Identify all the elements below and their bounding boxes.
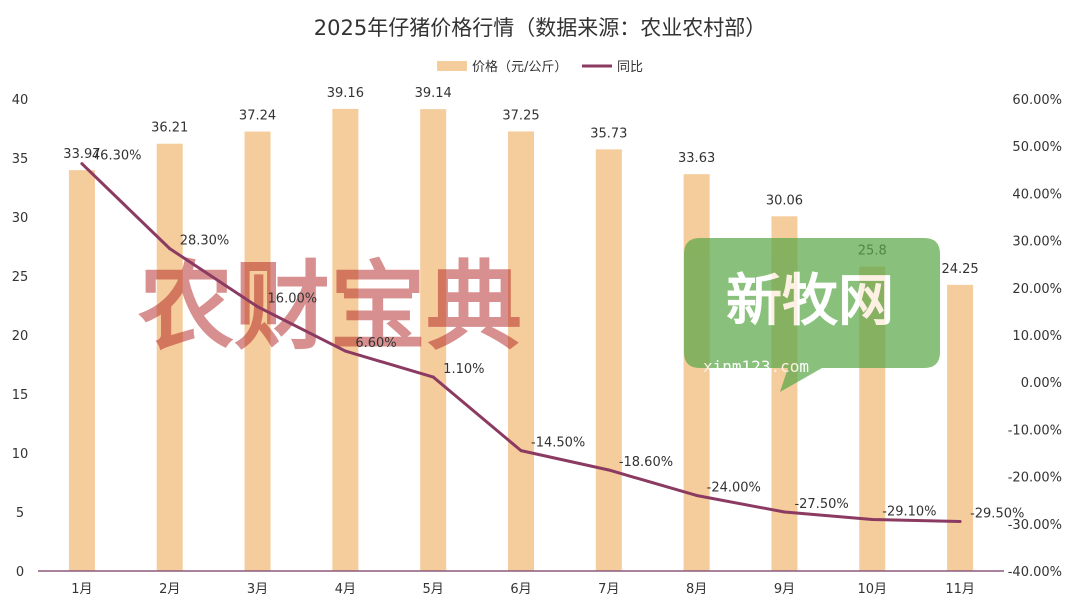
yoy-point (80, 162, 84, 166)
right-axis-tick-label: 10.00% (1012, 329, 1062, 344)
yoy-line-series (80, 162, 962, 523)
yoy-point (782, 510, 786, 514)
line-labels: 46.30% 28.30% 16.00% 6.60% 1.10% -14.50% -18.6… (92, 149, 1024, 522)
left-axis-tick-label: 5 (16, 506, 24, 521)
line-data-label: -29.50% (970, 506, 1024, 521)
watermark-right-text: 新牧网 (726, 269, 894, 334)
left-axis-tick-label: 40 (12, 93, 29, 108)
line-data-label: -27.50% (794, 497, 848, 512)
right-axis-tick-label: -10.00% (1008, 423, 1062, 438)
x-axis-tick-label: 7月 (598, 582, 619, 597)
yoy-point (607, 468, 611, 472)
left-axis-tick-label: 15 (12, 388, 29, 403)
line-data-label: 1.10% (443, 362, 484, 377)
line-data-label: 46.30% (92, 149, 142, 164)
x-axis-tick-label: 9月 (774, 582, 795, 597)
bar (947, 284, 974, 571)
bar-data-label: 37.25 (502, 108, 539, 123)
yoy-point (168, 247, 172, 251)
yoy-point (519, 449, 523, 453)
right-axis-tick-label: 0.00% (1021, 376, 1062, 391)
yoy-point (343, 349, 347, 353)
x-axis-tick-label: 11月 (945, 582, 975, 597)
bar-data-label: 35.73 (590, 126, 627, 141)
legend-price-label: 价格（元/公斤） (472, 59, 567, 75)
legend-yoy-label: 同比 (617, 60, 643, 75)
line-data-label: 16.00% (268, 292, 318, 307)
right-axis: -40.00% -30.00% -20.00% -10.00% 0.00% 10.00% 2… (1008, 93, 1062, 580)
x-axis-tick-label: 4月 (335, 582, 356, 597)
bar (156, 143, 183, 572)
x-axis-tick-label: 1月 (71, 582, 92, 597)
bar-data-label: 36.21 (151, 121, 188, 136)
bar (244, 131, 271, 571)
bar-data-label: 39.16 (327, 86, 364, 101)
left-axis-tick-label: 30 (12, 211, 29, 226)
bar (508, 131, 534, 571)
x-axis-tick-label: 5月 (423, 582, 444, 597)
bar (595, 149, 622, 572)
right-axis-tick-label: 20.00% (1012, 282, 1062, 297)
right-axis-tick-label: -20.00% (1008, 471, 1062, 486)
left-axis-tick-label: 0 (16, 565, 24, 580)
bar-data-label: 24.25 (941, 262, 978, 277)
right-axis-tick-label: -30.00% (1008, 518, 1062, 533)
right-axis-tick-label: -40.00% (1008, 565, 1062, 580)
bar-data-label: 30.06 (766, 193, 803, 208)
line-data-label: -14.50% (531, 436, 585, 451)
bar (420, 109, 447, 571)
right-axis-tick-label: 50.00% (1012, 140, 1062, 155)
yoy-point (256, 305, 260, 309)
x-axis-tick-label: 6月 (510, 582, 531, 597)
legend: 价格（元/公斤） 同比 (437, 59, 643, 75)
bar (332, 108, 359, 572)
line-data-label: -24.00% (707, 480, 761, 495)
yoy-point (695, 493, 699, 497)
x-axis-tick-label: 2月 (159, 582, 180, 597)
x-axis-tick-label: 8月 (686, 582, 707, 597)
watermark-left: 农财宝典 (138, 251, 522, 363)
bar (68, 170, 95, 572)
left-axis-tick-label: 25 (12, 270, 29, 285)
line-data-label: 6.60% (355, 336, 396, 351)
watermark-url: xinm123.com (703, 357, 809, 376)
line-data-label: 28.30% (180, 234, 230, 249)
bar-data-label: 33.97 (63, 147, 100, 162)
yoy-point (431, 375, 435, 379)
chart-title: 2025年仔猪价格行情（数据来源：农业农村部） (314, 16, 766, 40)
watermark-left-text: 农财宝典 (138, 251, 522, 363)
watermark-bubble (684, 238, 940, 392)
bar-series (68, 108, 974, 572)
watermark-right: 新牧网 xinm123.com (684, 238, 940, 392)
left-axis-tick-label: 10 (12, 447, 29, 462)
legend-price-swatch (437, 61, 467, 71)
right-axis-tick-label: 30.00% (1012, 235, 1062, 250)
yoy-point (870, 518, 874, 522)
left-axis: 0 5 10 15 20 25 30 35 40 (12, 93, 29, 580)
right-axis-tick-label: 60.00% (1012, 93, 1062, 108)
right-axis-tick-label: 40.00% (1012, 187, 1062, 202)
x-axis: 1月 2月 3月 4月 5月 6月 7月 8月 9月 10月 11月 (38, 570, 1004, 597)
left-axis-tick-label: 20 (12, 329, 29, 344)
yoy-point (958, 519, 962, 523)
bar-data-label: 33.63 (678, 151, 715, 166)
x-axis-tick-label: 10月 (857, 582, 887, 597)
line-data-label: -18.60% (619, 455, 673, 470)
bar-data-label: 39.14 (415, 86, 452, 101)
left-axis-tick-label: 35 (12, 152, 29, 167)
line-data-label: -29.10% (882, 505, 936, 520)
x-axis-tick-label: 3月 (247, 582, 268, 597)
bar-data-label: 37.24 (239, 109, 276, 124)
